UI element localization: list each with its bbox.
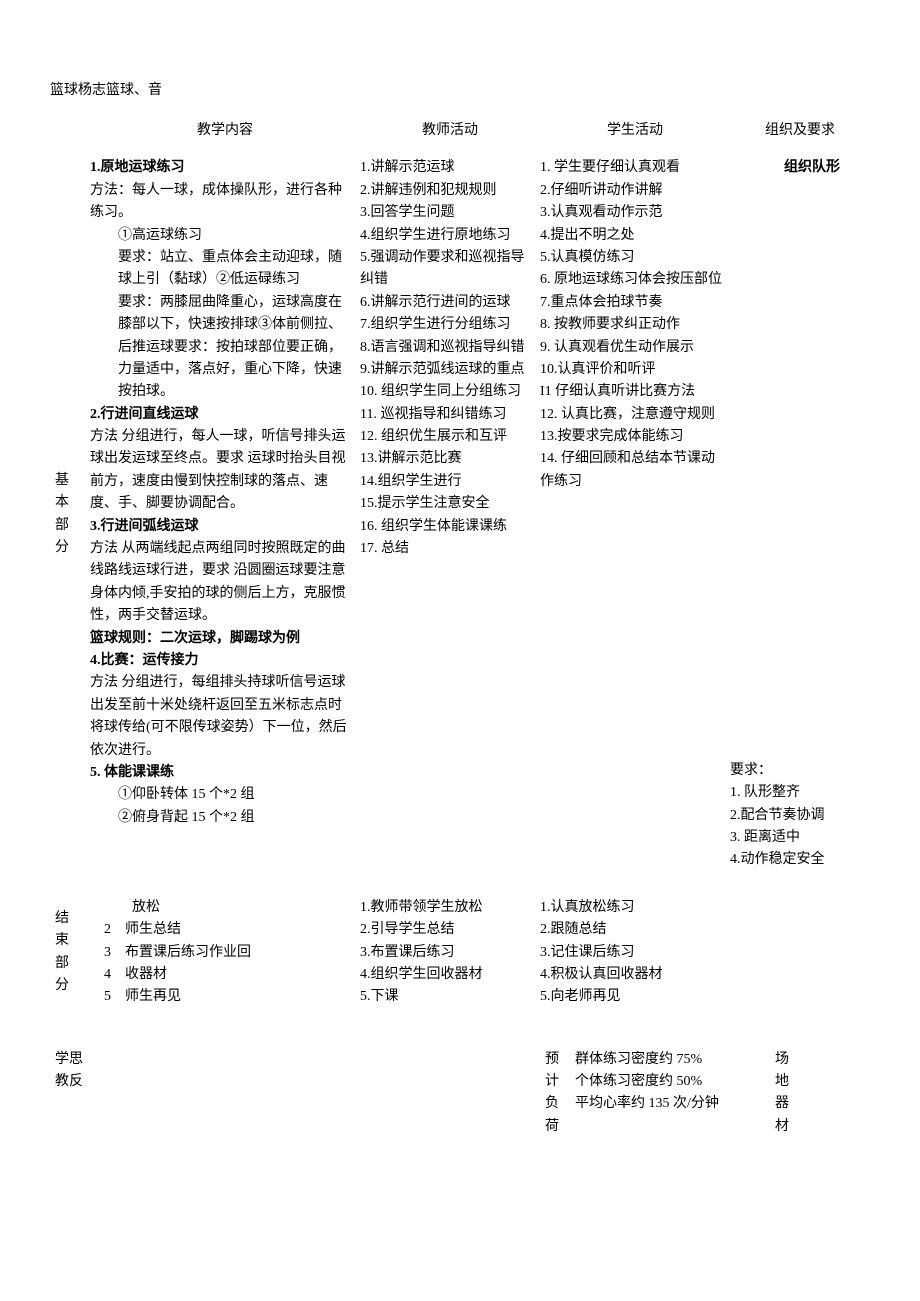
- content-p6: 方法 从两端线起点两组同时按照既定的曲线路线运球行进，要求 沿圆圈运球要注意身体…: [90, 538, 350, 628]
- teacher-item: 17. 总结: [360, 538, 532, 560]
- content-column: 1.原地运球练习 方法：每人一球，成体操队形，进行各种练习。 ①高运球练习 要求…: [90, 157, 360, 871]
- teacher-item: 10. 组织学生同上分组练习: [360, 381, 532, 403]
- org-r1: 1. 队形整齐: [730, 782, 870, 804]
- teacher-item: 15.提示学生注意安全: [360, 493, 532, 515]
- title-text: 篮球杨志篮球、音: [50, 80, 162, 102]
- student-item: 4.提出不明之处: [540, 225, 722, 247]
- content-h3: 3.行进间弧线运球: [90, 516, 350, 538]
- content-h2: 2.行进间直线运球: [90, 404, 350, 426]
- basic-section: 基 本 部 分 1.原地运球练习 方法：每人一球，成体操队形，进行各种练习。 ①…: [50, 157, 870, 871]
- metric-item: 个体练习密度约 50%: [575, 1071, 775, 1093]
- teacher-item: 7.组织学生进行分组练习: [360, 314, 532, 336]
- end-teacher-item: 1.教师带领学生放松: [360, 897, 532, 919]
- header-org: 组织及要求: [730, 120, 870, 142]
- section-label-basic: 基 本 部 分: [50, 157, 90, 871]
- content-p4: 要求：两膝屈曲降重心，运球高度在膝部以下，快速按排球③体前侧拉、后推运球要求：按…: [90, 292, 350, 404]
- student-column: 1. 学生要仔细认真观看 2.仔细听讲动作讲解 3.认真观看动作示范 4.提出不…: [540, 157, 730, 871]
- teacher-item: 14.组织学生进行: [360, 471, 532, 493]
- bottom-left-label: 学思 教反: [50, 1049, 90, 1139]
- org-r3: 3. 距离适中: [730, 827, 870, 849]
- content-p2: ①高运球练习: [90, 225, 350, 247]
- content-p7: 方法 分组进行，每组排头持球听信号运球出发至前十米处绕杆返回至五米标志点时将球传…: [90, 672, 350, 762]
- bottom-section: 学思 教反 预 计 负 荷 群体练习密度约 75% 个体练习密度约 50% 平均…: [50, 1049, 870, 1139]
- org-r4: 4.动作稳定安全: [730, 849, 870, 871]
- bottom-metrics: 群体练习密度约 75% 个体练习密度约 50% 平均心率约 135 次/分钟: [575, 1049, 775, 1139]
- end-teacher-item: 3.布置课后练习: [360, 942, 532, 964]
- student-item: 5.认真模仿练习: [540, 247, 722, 269]
- bottom-mid-label: 预 计 负 荷: [545, 1049, 575, 1139]
- header-teacher: 教师活动: [360, 120, 540, 142]
- student-item: 13.按要求完成体能练习: [540, 426, 722, 448]
- end-student-item: 3.记住课后练习: [540, 942, 722, 964]
- content-p1: 方法：每人一球，成体操队形，进行各种练习。: [90, 180, 350, 225]
- student-item: 6. 原地运球练习体会按压部位: [540, 269, 722, 291]
- content-p9: ②俯身背起 15 个*2 组: [90, 807, 350, 829]
- end-teacher-item: 4.组织学生回收器材: [360, 964, 532, 986]
- column-headers: 教学内容 教师活动 学生活动 组织及要求: [50, 120, 870, 142]
- teacher-column: 1.讲解示范运球 2.讲解违例和犯规规则 3.回答学生问题 4.组织学生进行原地…: [360, 157, 540, 871]
- overlapping-title: 篮球杨志篮球、音: [50, 80, 870, 110]
- teacher-item: 9.讲解示范弧线运球的重点: [360, 359, 532, 381]
- end-student-item: 2.跟随总结: [540, 919, 722, 941]
- student-item: 12. 认真比赛，注意遵守规则: [540, 404, 722, 426]
- content-p5: 方法 分组进行，每人一球，听信号排头运球出发运球至终点。要求 运球时抬头目视前方…: [90, 426, 350, 516]
- org-column: 组织队形 要求： 1. 队形整齐 2.配合节奏协调 3. 距离适中 4.动作稳定…: [730, 157, 870, 871]
- teacher-item: 11. 巡视指导和纠错练习: [360, 404, 532, 426]
- teacher-item: 12. 组织优生展示和互评: [360, 426, 532, 448]
- end-section: 结 束 部 分 放松 2 师生总结 3 布置课后练习作业回 4 收器材 5 师生…: [50, 897, 870, 1009]
- header-content: 教学内容: [90, 120, 360, 142]
- teacher-item: 13.讲解示范比赛: [360, 448, 532, 470]
- org-header: 组织队形: [730, 157, 870, 179]
- teacher-item: 8.语言强调和巡视指导纠错: [360, 337, 532, 359]
- content-h1: 1.原地运球练习: [90, 157, 350, 179]
- student-item: 10.认真评价和听评: [540, 359, 722, 381]
- end-student-item: 1.认真放松练习: [540, 897, 722, 919]
- content-p8: ①仰卧转体 15 个*2 组: [90, 784, 350, 806]
- end-item: 2 师生总结: [90, 919, 350, 941]
- content-h4: 篮球规则：二次运球，脚踢球为例: [90, 628, 350, 650]
- teacher-item: 1.讲解示范运球: [360, 157, 532, 179]
- content-h6: 5. 体能课课练: [90, 762, 350, 784]
- end-student-item: 5.向老师再见: [540, 986, 722, 1008]
- student-item: 7.重点体会拍球节奏: [540, 292, 722, 314]
- metric-item: 平均心率约 135 次/分钟: [575, 1093, 775, 1115]
- student-item: 1. 学生要仔细认真观看: [540, 157, 722, 179]
- bottom-right-label: 场 地 器 材: [775, 1049, 805, 1139]
- end-item: 4 收器材: [90, 964, 350, 986]
- end-content-column: 放松 2 师生总结 3 布置课后练习作业回 4 收器材 5 师生再见: [90, 897, 360, 1009]
- end-teacher-item: 5.下课: [360, 986, 532, 1008]
- student-item: I1 仔细认真听讲比赛方法: [540, 381, 722, 403]
- end-item: 3 布置课后练习作业回: [90, 942, 350, 964]
- content-h5: 4.比赛：运传接力: [90, 650, 350, 672]
- student-item: 8. 按教师要求纠正动作: [540, 314, 722, 336]
- content-p3: 要求：站立、重点体会主动迎球，随球上引（黏球）②低运碌练习: [90, 247, 350, 292]
- teacher-item: 16. 组织学生体能课课练: [360, 516, 532, 538]
- end-teacher-item: 2.引导学生总结: [360, 919, 532, 941]
- org-req: 要求：: [730, 760, 870, 782]
- student-item: 14. 仔细回顾和总结本节课动作练习: [540, 448, 722, 493]
- org-r2: 2.配合节奏协调: [730, 805, 870, 827]
- end-item: 5 师生再见: [90, 986, 350, 1008]
- student-item: 3.认真观看动作示范: [540, 202, 722, 224]
- teacher-item: 2.讲解违例和犯规规则: [360, 180, 532, 202]
- metric-item: 群体练习密度约 75%: [575, 1049, 775, 1071]
- student-item: 9. 认真观看优生动作展示: [540, 337, 722, 359]
- student-item: 2.仔细听讲动作讲解: [540, 180, 722, 202]
- header-student: 学生活动: [540, 120, 730, 142]
- end-teacher-column: 1.教师带领学生放松 2.引导学生总结 3.布置课后练习 4.组织学生回收器材 …: [360, 897, 540, 1009]
- section-label-end: 结 束 部 分: [50, 897, 90, 1009]
- end-item: 放松: [90, 897, 350, 919]
- teacher-item: 3.回答学生问题: [360, 202, 532, 224]
- end-student-column: 1.认真放松练习 2.跟随总结 3.记住课后练习 4.积极认真回收器材 5.向老…: [540, 897, 730, 1009]
- teacher-item: 4.组织学生进行原地练习: [360, 225, 532, 247]
- teacher-item: 5.强调动作要求和巡视指导纠错: [360, 247, 532, 292]
- teacher-item: 6.讲解示范行进间的运球: [360, 292, 532, 314]
- end-student-item: 4.积极认真回收器材: [540, 964, 722, 986]
